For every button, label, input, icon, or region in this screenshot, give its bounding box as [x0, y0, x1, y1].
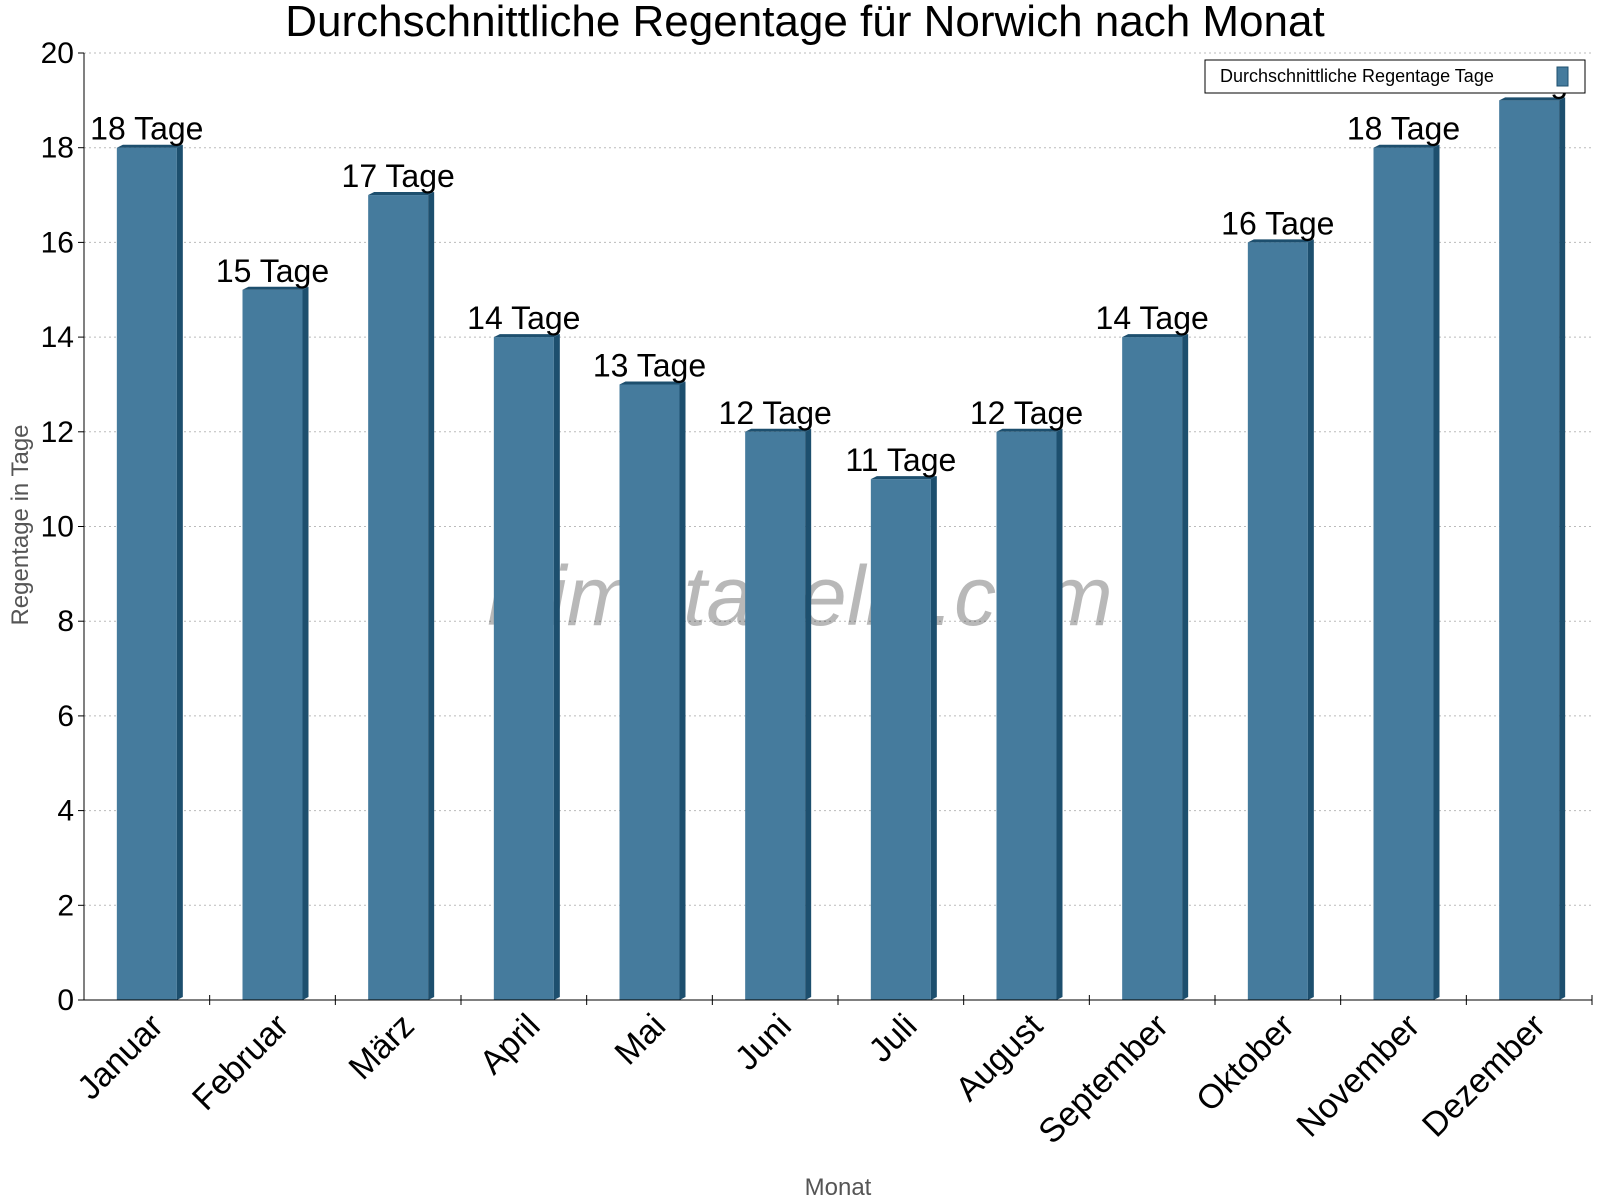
bar-side — [176, 144, 183, 1000]
bar-front — [1499, 100, 1560, 1001]
bar-side — [1433, 144, 1440, 1000]
bar — [996, 428, 1063, 1000]
bar-top — [996, 428, 1063, 432]
y-tick-label: 6 — [57, 700, 74, 733]
data-label: 14 Tage — [1096, 300, 1209, 336]
bar-side — [428, 192, 435, 1001]
bar-side — [1307, 239, 1314, 1000]
y-tick-label: 16 — [41, 226, 74, 259]
data-label: 17 Tage — [342, 158, 455, 194]
bar — [242, 286, 309, 1000]
bar-side — [553, 334, 560, 1001]
data-label: 14 Tage — [467, 300, 580, 336]
bar-front — [368, 195, 429, 1001]
y-tick-label: 2 — [57, 889, 74, 922]
data-label: 12 Tage — [719, 395, 832, 431]
bar-front — [242, 289, 303, 1000]
bar-labels-group: 18 Tage 15 Tage 17 Tage 14 Tage 13 Tage 12 Ta… — [90, 63, 1586, 478]
bar-side — [1056, 428, 1063, 1000]
legend-box — [1204, 59, 1586, 94]
bar-top — [745, 428, 812, 432]
bar-front — [745, 431, 806, 1000]
bar-top — [870, 476, 937, 480]
data-label: 11 Tage — [845, 442, 956, 478]
bar-top — [619, 381, 686, 385]
bar-front — [996, 431, 1057, 1000]
y-axis-label: Regentage in Tage — [7, 424, 34, 625]
bar-top — [368, 192, 435, 196]
data-label: 12 Tage — [970, 395, 1083, 431]
data-label: 16 Tage — [1221, 205, 1334, 241]
y-tick-label: 14 — [41, 321, 74, 354]
bar-top — [1247, 239, 1314, 243]
bar — [1122, 334, 1189, 1001]
bars-group — [116, 97, 1566, 1001]
x-tick-label: März — [342, 1007, 422, 1087]
x-tick-label: Juni — [728, 1007, 799, 1078]
legend: Durchschnittliche Regentage Tage — [1204, 59, 1586, 94]
y-tick-label: 4 — [57, 795, 74, 828]
bar-side — [930, 476, 937, 1000]
chart-title: Durchschnittliche Regentage für Norwich … — [285, 0, 1324, 46]
bar-side — [302, 286, 309, 1000]
y-tick-label: 10 — [41, 511, 74, 544]
x-tick-label: Februar — [185, 1007, 296, 1118]
data-label: 13 Tage — [593, 347, 706, 383]
bar — [116, 144, 183, 1000]
y-tick-label: 18 — [41, 132, 74, 165]
bar-front — [1247, 242, 1308, 1000]
bar-top — [1499, 97, 1566, 101]
bar — [619, 381, 686, 1000]
x-tick-label: September — [1031, 1007, 1175, 1151]
data-label: 15 Tage — [216, 253, 329, 289]
x-tick-label: April — [473, 1007, 548, 1082]
x-tick-label: November — [1289, 1007, 1427, 1145]
bar-top — [493, 334, 560, 338]
bar — [745, 428, 812, 1000]
bar — [1373, 144, 1440, 1000]
bar-top — [1122, 334, 1189, 338]
y-tick-label: 12 — [41, 416, 74, 449]
data-label: 18 Tage — [1347, 111, 1460, 147]
data-label: 18 Tage — [90, 111, 203, 147]
bar — [493, 334, 560, 1001]
bar-front — [619, 384, 680, 1000]
x-tick-label: Januar — [70, 1007, 170, 1107]
x-tick-label: August — [948, 1006, 1050, 1108]
x-tick-label: Mai — [608, 1007, 674, 1073]
bar-side — [679, 381, 686, 1000]
x-tick-label: Dezember — [1415, 1007, 1553, 1145]
bar-front — [493, 337, 554, 1001]
bar — [368, 192, 435, 1001]
bar — [870, 476, 937, 1000]
legend-entry-label: Durchschnittliche Regentage Tage — [1220, 66, 1494, 86]
x-tick-label: Oktober — [1189, 1007, 1301, 1119]
bar-top — [1373, 144, 1440, 148]
bar — [1499, 97, 1566, 1001]
bar-side — [1182, 334, 1189, 1001]
bar-top — [242, 286, 309, 290]
y-tick-label: 0 — [57, 984, 74, 1017]
legend-swatch — [1556, 66, 1569, 87]
x-tick-label: Juli — [862, 1007, 925, 1070]
bar-front — [1122, 337, 1183, 1001]
bar-top — [116, 144, 183, 148]
bar-side — [805, 428, 812, 1000]
bar — [1247, 239, 1314, 1000]
grid-lines — [84, 52, 1592, 906]
bar-front — [116, 147, 177, 1000]
bar-front — [870, 479, 931, 1000]
y-tick-label: 8 — [57, 605, 74, 638]
x-axis-label: Monat — [805, 1174, 872, 1200]
bar-side — [1559, 97, 1566, 1001]
bar-front — [1373, 147, 1434, 1000]
y-tick-label: 20 — [41, 37, 74, 70]
